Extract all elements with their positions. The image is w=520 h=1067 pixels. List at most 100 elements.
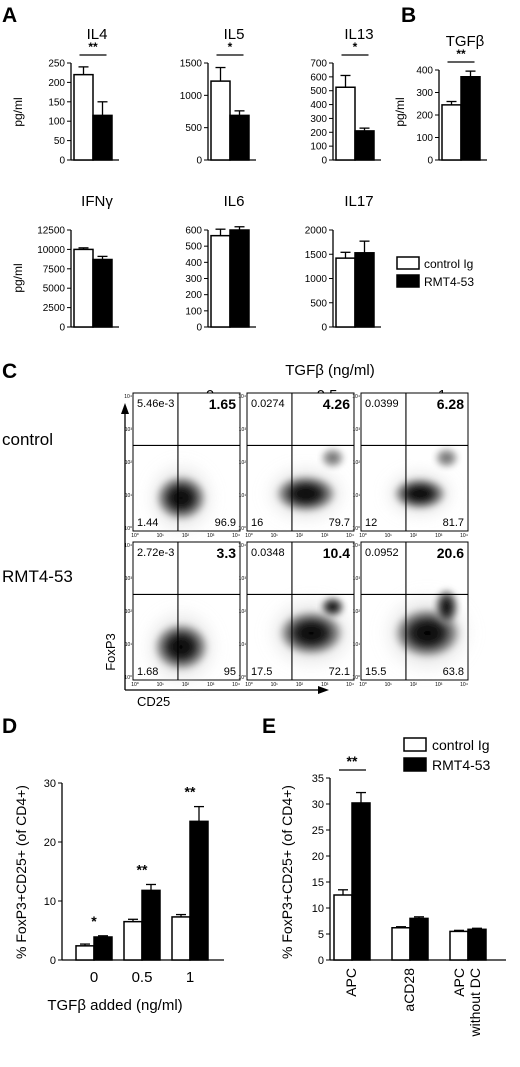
- flow-y-tick: 10⁰: [352, 675, 360, 681]
- y-tick-label: 2500: [43, 303, 66, 314]
- y-tick-label: 0: [318, 955, 324, 967]
- flow-y-tick: 10⁰: [124, 675, 132, 681]
- flow-x-tick: 10⁰: [131, 682, 139, 688]
- flow-x-tick: 10³: [435, 682, 443, 688]
- quadrant-ul: 5.46e-3: [137, 398, 174, 410]
- y-tick-label: 10000: [37, 245, 65, 256]
- y-tick-label: 0: [196, 156, 202, 167]
- legend-ab: control Ig RMT4-53: [396, 256, 474, 289]
- y-tick-label: 15: [312, 877, 324, 889]
- quadrant-lr: 81.7: [443, 517, 464, 529]
- y-tick-label: 5000: [43, 284, 66, 295]
- panel-d-letter: D: [2, 715, 17, 738]
- bar-control: [171, 916, 191, 961]
- y-tick-label: 300: [185, 274, 202, 285]
- flow-x-tick: 10¹: [385, 682, 393, 688]
- bar-control: [123, 920, 143, 961]
- chart-title: IL13: [344, 26, 373, 43]
- flow-density-core: [392, 477, 448, 511]
- y-tick-label: 0: [321, 156, 327, 167]
- y-label-b: pg/ml: [393, 97, 407, 126]
- flow-x-tick: 10²: [182, 533, 190, 539]
- cd25-axis-label: CD25: [137, 694, 170, 709]
- flow-y-tick: 10³: [353, 576, 361, 582]
- bar-control: [441, 104, 462, 161]
- flow-y-tick: 10⁴: [124, 394, 132, 400]
- flow-x-tick: 10⁴: [232, 682, 240, 688]
- quadrant-ur: 1.65: [209, 396, 236, 412]
- flow-y-tick: 10²: [239, 460, 247, 466]
- sig-stars: *: [353, 40, 358, 54]
- y-tick-label: 10: [44, 896, 56, 908]
- flow-x-tick: 10³: [321, 682, 329, 688]
- y-tick-label: 10: [312, 903, 324, 915]
- flow-x-tick: 10⁰: [245, 682, 253, 688]
- flow-y-tick: 10⁴: [352, 394, 360, 400]
- quadrant-ul: 0.0399: [365, 398, 399, 410]
- chart-title: IFNγ: [81, 193, 113, 210]
- y-tick-label: 600: [185, 226, 202, 237]
- bar-control: [210, 234, 231, 328]
- x-tick-label-line: APC: [451, 968, 467, 997]
- flow-y-tick: 10¹: [239, 642, 247, 648]
- bar-control: [391, 927, 411, 961]
- quadrant-ul: 0.0274: [251, 398, 285, 410]
- flow-density-core: [154, 474, 208, 522]
- cd25-axis-arrow: [318, 686, 329, 694]
- flow-y-tick: 10¹: [353, 642, 361, 648]
- bar-rmt: [354, 252, 375, 328]
- y-tick-label: 12500: [37, 226, 65, 237]
- flow-x-tick: 10⁰: [131, 533, 139, 539]
- flow-y-tick: 10²: [353, 609, 361, 615]
- y-tick-label: 300: [416, 88, 433, 99]
- flow-density-tail: [433, 587, 460, 627]
- x-tick-label: 0.5: [132, 969, 153, 986]
- flow-x-tick: 10⁰: [359, 682, 367, 688]
- legend-label-rmt: RMT4-53: [432, 757, 491, 773]
- bar-rmt: [409, 917, 429, 961]
- foxp3-axis-label: FoxP3: [103, 633, 118, 671]
- x-tick-label-line: aCD28: [401, 968, 417, 1012]
- quadrant-ll: 15.5: [365, 666, 386, 678]
- bar-rmt: [189, 820, 209, 961]
- flow-x-tick: 10¹: [157, 682, 165, 688]
- flow-x-tick: 10²: [410, 533, 418, 539]
- legend-label-control: control Ig: [432, 737, 490, 753]
- y-tick-label: 400: [416, 66, 433, 77]
- flow-x-tick: 10⁴: [346, 682, 354, 688]
- quadrant-ll: 12: [365, 517, 377, 529]
- sig-stars: **: [185, 784, 196, 800]
- flow-x-tick: 10⁰: [245, 533, 253, 539]
- x-tick-label-line: without DC: [467, 968, 483, 1037]
- flow-y-tick: 10³: [239, 427, 247, 433]
- flow-y-tick: 10⁴: [238, 543, 246, 549]
- flow-y-tick: 10⁰: [352, 526, 360, 532]
- cytokine-chart-5: IL6 0 100 200 300 400 500 600: [185, 193, 256, 334]
- y-label-a-bottom: pg/ml: [11, 263, 25, 292]
- flow-density-tail: [319, 595, 346, 618]
- flow-x-tick: 10¹: [271, 682, 279, 688]
- y-tick-label: 50: [54, 136, 66, 147]
- x-tick-label: aCD28: [401, 968, 417, 1012]
- y-tick-label: 0: [321, 323, 327, 334]
- y-axis-label: % FoxP3+CD25+ (of CD4+): [13, 785, 29, 959]
- cytokine-chart-0: IL4 0 50 100 150 200 250 **: [48, 26, 119, 167]
- bar-control: [73, 73, 94, 161]
- legend-label-control: control Ig: [424, 257, 473, 271]
- flow-y-tick: 10⁴: [238, 394, 246, 400]
- bar-control: [73, 248, 94, 328]
- y-tick-label: 700: [310, 59, 327, 70]
- x-tick-label: APCwithout DC: [451, 968, 483, 1037]
- bar-rmt: [229, 229, 250, 328]
- quadrant-ul: 2.72e-3: [137, 547, 174, 559]
- flow-y-tick: 10⁰: [238, 675, 246, 681]
- x-tick-label: 0: [90, 969, 98, 986]
- y-tick-label: 500: [185, 123, 202, 134]
- quadrant-ur: 10.4: [323, 545, 350, 561]
- flow-y-tick: 10³: [125, 576, 133, 582]
- y-tick-label: 100: [48, 117, 65, 128]
- chart-title: IL5: [224, 26, 245, 43]
- y-tick-label: 500: [310, 298, 327, 309]
- chart-title: IL4: [87, 26, 108, 43]
